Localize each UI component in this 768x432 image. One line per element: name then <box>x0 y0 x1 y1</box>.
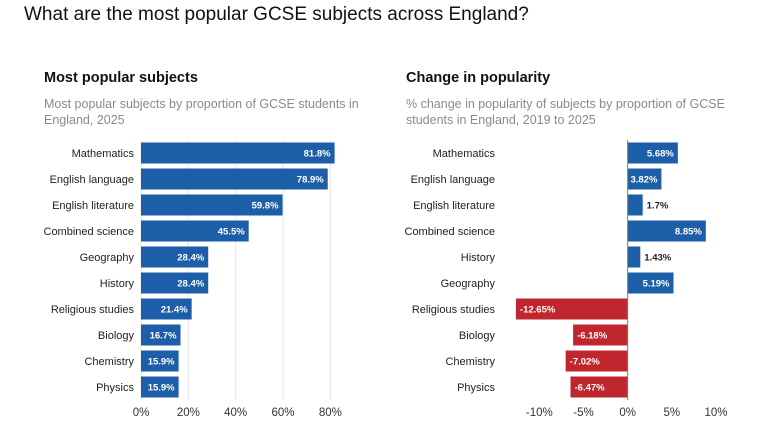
category-label: English language <box>411 174 495 186</box>
category-label: Geography <box>80 252 135 264</box>
x-tick-label: 5% <box>664 407 681 419</box>
category-label: Religious studies <box>412 304 496 316</box>
bar <box>141 272 209 294</box>
bar <box>141 220 249 242</box>
data-label: 5.68% <box>647 149 674 160</box>
data-label: 59.8% <box>252 201 279 212</box>
chart-subtitle: Most popular subjects by proportion of G… <box>44 97 359 127</box>
data-label: 16.7% <box>150 331 177 342</box>
x-tick-label: 80% <box>319 407 342 419</box>
category-label: Combined science <box>44 226 135 238</box>
bar <box>565 350 628 372</box>
data-label: 15.9% <box>148 383 175 394</box>
x-tick-label: 40% <box>224 407 247 419</box>
bar <box>141 298 192 320</box>
category-label: Physics <box>96 382 134 394</box>
category-label: English literature <box>52 200 134 212</box>
x-tick-label: 20% <box>177 407 200 419</box>
bar <box>515 298 628 320</box>
page-title: What are the most popular GCSE subjects … <box>24 4 529 25</box>
data-label: 21.4% <box>161 305 188 316</box>
data-label: -7.02% <box>570 357 601 368</box>
data-label: 28.4% <box>177 253 204 264</box>
x-tick-label: 10% <box>704 407 727 419</box>
data-label: 1.43% <box>644 253 671 264</box>
bar <box>627 194 643 216</box>
bar <box>573 324 628 346</box>
category-label: Chemistry <box>445 356 495 368</box>
bar <box>627 142 678 164</box>
data-label: 28.4% <box>177 279 204 290</box>
category-label: History <box>100 278 135 290</box>
chart-title: Most popular subjects <box>44 70 198 86</box>
x-tick-label: 0% <box>133 407 150 419</box>
bar <box>141 324 181 346</box>
bar <box>141 376 179 398</box>
category-label: Mathematics <box>72 148 135 160</box>
bar <box>570 376 628 398</box>
category-label: Religious studies <box>51 304 135 316</box>
data-label: -6.47% <box>575 383 606 394</box>
data-label: 81.8% <box>304 149 331 160</box>
bar <box>627 220 706 242</box>
x-tick-label: -10% <box>526 407 553 419</box>
bar <box>141 142 335 164</box>
data-label: -6.18% <box>577 331 608 342</box>
data-label: -12.65% <box>520 305 556 316</box>
x-tick-label: 60% <box>271 407 294 419</box>
bar <box>627 168 662 190</box>
category-label: English language <box>50 174 134 186</box>
bar <box>141 168 328 190</box>
bar <box>141 194 283 216</box>
category-label: English literature <box>413 200 495 212</box>
data-label: 3.82% <box>630 175 657 186</box>
data-label: 1.7% <box>647 201 669 212</box>
data-label: 45.5% <box>218 227 245 238</box>
category-label: Biology <box>98 330 135 342</box>
bar <box>627 272 674 294</box>
bar <box>141 350 179 372</box>
popular-subjects-header: Most popular subjects Most popular subje… <box>44 68 394 128</box>
bar <box>627 246 641 268</box>
category-label: Physics <box>457 382 495 394</box>
data-label: 15.9% <box>148 357 175 368</box>
x-tick-label: 0% <box>619 407 636 419</box>
category-label: History <box>461 252 496 264</box>
chart-title: Change in popularity <box>406 70 551 86</box>
data-label: 8.85% <box>675 227 702 238</box>
data-label: 5.19% <box>643 279 670 290</box>
category-label: Geography <box>441 278 496 290</box>
category-label: Mathematics <box>433 148 496 160</box>
change-popularity-header: Change in popularity % change in popular… <box>406 68 756 128</box>
category-label: Biology <box>459 330 496 342</box>
bar <box>141 246 209 268</box>
chart-subtitle: % change in popularity of subjects by pr… <box>406 97 725 127</box>
category-label: Combined science <box>405 226 496 238</box>
data-label: 78.9% <box>297 175 324 186</box>
x-tick-label: -5% <box>573 407 593 419</box>
category-label: Chemistry <box>84 356 134 368</box>
